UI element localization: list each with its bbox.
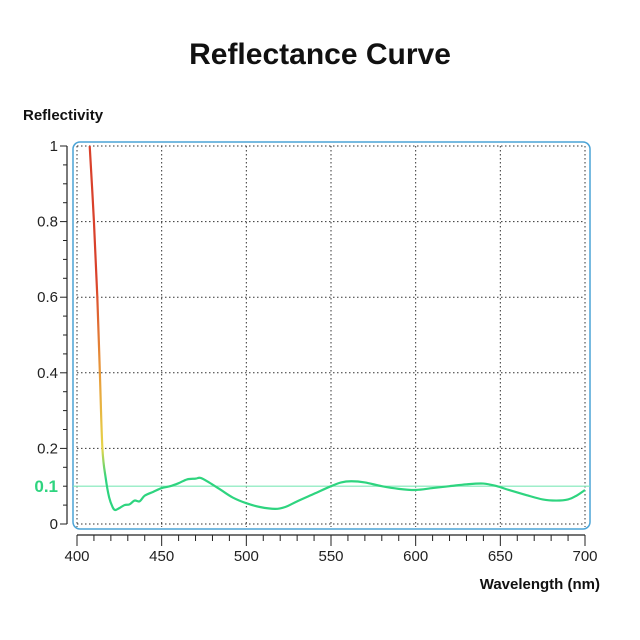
x-axis-label: Wavelength (nm)	[479, 576, 600, 593]
grid	[76, 145, 586, 527]
chart-title: Reflectance Curve	[189, 38, 451, 71]
axes: 0 0.2 0.4 0.6 0.8 1 400 450 500 550 600 650 700	[37, 138, 597, 565]
x-tick-label: 400	[64, 548, 89, 565]
y-tick-label: 1	[50, 138, 58, 155]
x-tick-label: 550	[318, 548, 343, 565]
x-tick-label: 600	[403, 548, 428, 565]
x-tick-label: 650	[488, 548, 513, 565]
x-tick-label: 450	[149, 548, 174, 565]
reflectance-series-line	[88, 145, 586, 512]
x-tick-label: 500	[234, 548, 259, 565]
y-tick-label: 0.6	[37, 289, 58, 306]
y-tick-label: 0.2	[37, 440, 58, 457]
x-tick-label: 700	[572, 548, 597, 565]
y-tick-label: 0	[50, 516, 58, 533]
y-axis-label: Reflectivity	[23, 107, 104, 124]
reference-line-label: 0.1	[34, 477, 58, 496]
y-tick-label: 0.4	[37, 365, 58, 382]
y-tick-label: 0.8	[37, 214, 58, 231]
plot-frame	[72, 141, 591, 530]
